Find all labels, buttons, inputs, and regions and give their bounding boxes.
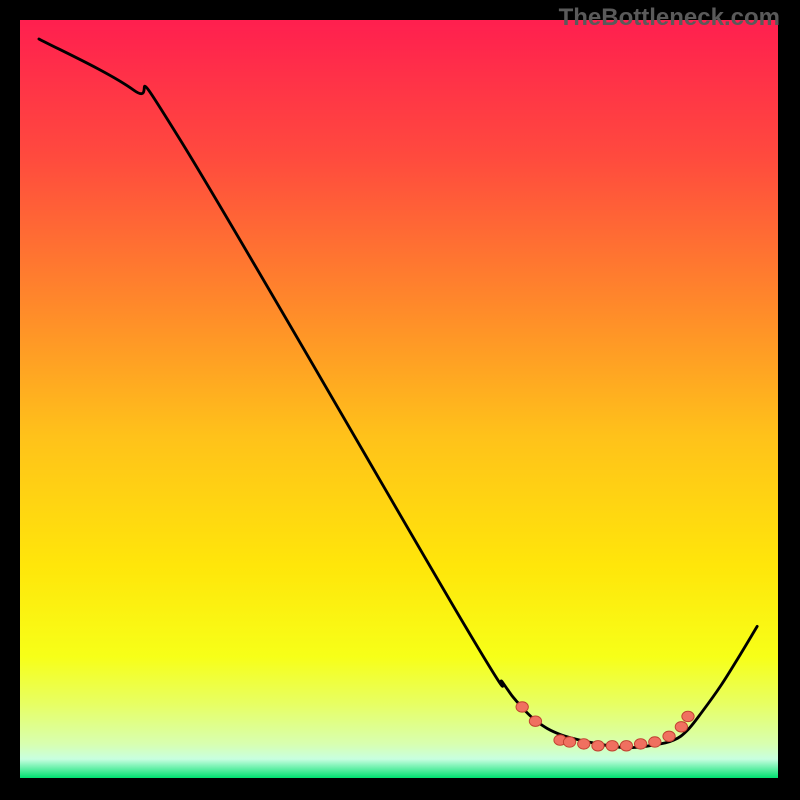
gradient-background bbox=[20, 20, 778, 778]
plot-area bbox=[20, 20, 778, 778]
watermark-text: TheBottleneck.com bbox=[559, 4, 780, 32]
